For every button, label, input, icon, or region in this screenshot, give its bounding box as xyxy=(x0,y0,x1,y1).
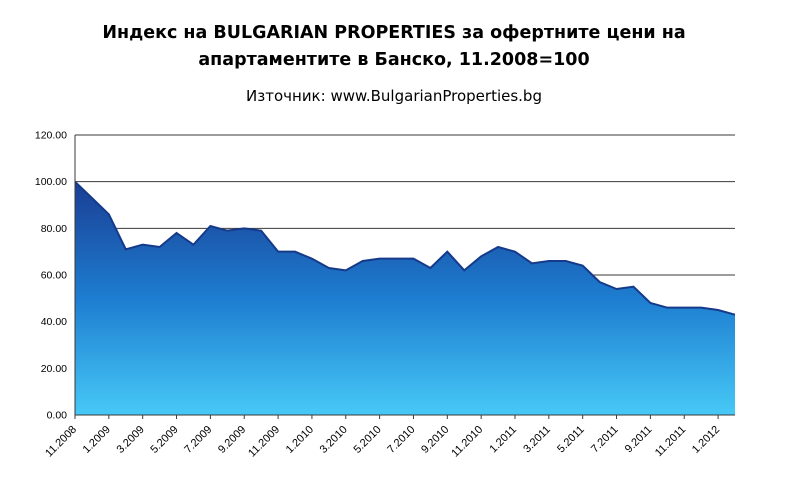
x-axis-label: 3.2009 xyxy=(115,424,147,456)
x-axis-label: 11.2008 xyxy=(43,424,79,460)
y-axis-label: 120.00 xyxy=(35,130,67,142)
y-axis-label: 0.00 xyxy=(47,410,68,422)
x-axis-label: 5.2009 xyxy=(148,424,180,456)
chart-source: Източник: www.BulgarianProperties.bg xyxy=(246,87,542,106)
y-axis-label: 20.00 xyxy=(41,363,67,375)
x-axis-label: 9.2011 xyxy=(623,424,655,456)
y-axis-label: 40.00 xyxy=(41,316,67,328)
y-axis-label: 60.00 xyxy=(41,270,67,282)
chart-title-line1: Индекс на BULGARIAN PROPERTIES за офертн… xyxy=(102,23,686,43)
x-axis-label: 1.2011 xyxy=(487,424,519,456)
x-axis-label: 1.2012 xyxy=(690,424,722,456)
x-axis-label: 1.2009 xyxy=(81,424,113,456)
chart-title: Индекс на BULGARIAN PROPERTIES за офертн… xyxy=(0,0,788,74)
chart-canvas: 0.00 20.00 40.00 60.00 80.00 100.00 120.00 11.2… xyxy=(0,115,788,483)
index-area-chart: 0.00 20.00 40.00 60.00 80.00 100.00 120.00 11.2… xyxy=(35,130,736,460)
x-axis-label: 9.2010 xyxy=(419,424,451,456)
area-series xyxy=(75,181,735,416)
y-axis-label: 80.00 xyxy=(41,223,67,235)
x-axis-label: 3.2010 xyxy=(318,424,350,456)
x-axis-label: 7.2011 xyxy=(589,424,621,456)
x-axis-label: 1.2010 xyxy=(284,424,316,456)
x-axis-label: 5.2010 xyxy=(351,424,383,456)
chart-title-line2: апартаментите в Банско, 11.2008=100 xyxy=(198,50,590,71)
x-axis-label: 3.2011 xyxy=(521,424,553,456)
x-axis-label: 11.2011 xyxy=(653,424,688,459)
x-axis-label: 11.2010 xyxy=(449,424,485,460)
x-axis-label: 5.2011 xyxy=(555,424,587,456)
series-outline xyxy=(74,181,736,316)
x-axis-label: 9.2009 xyxy=(216,424,248,456)
x-axis-label: 11.2009 xyxy=(246,424,282,460)
x-axis-label: 7.2010 xyxy=(385,424,417,456)
x-axis-label: 7.2009 xyxy=(182,424,214,456)
y-axis-label: 100.00 xyxy=(35,176,67,188)
